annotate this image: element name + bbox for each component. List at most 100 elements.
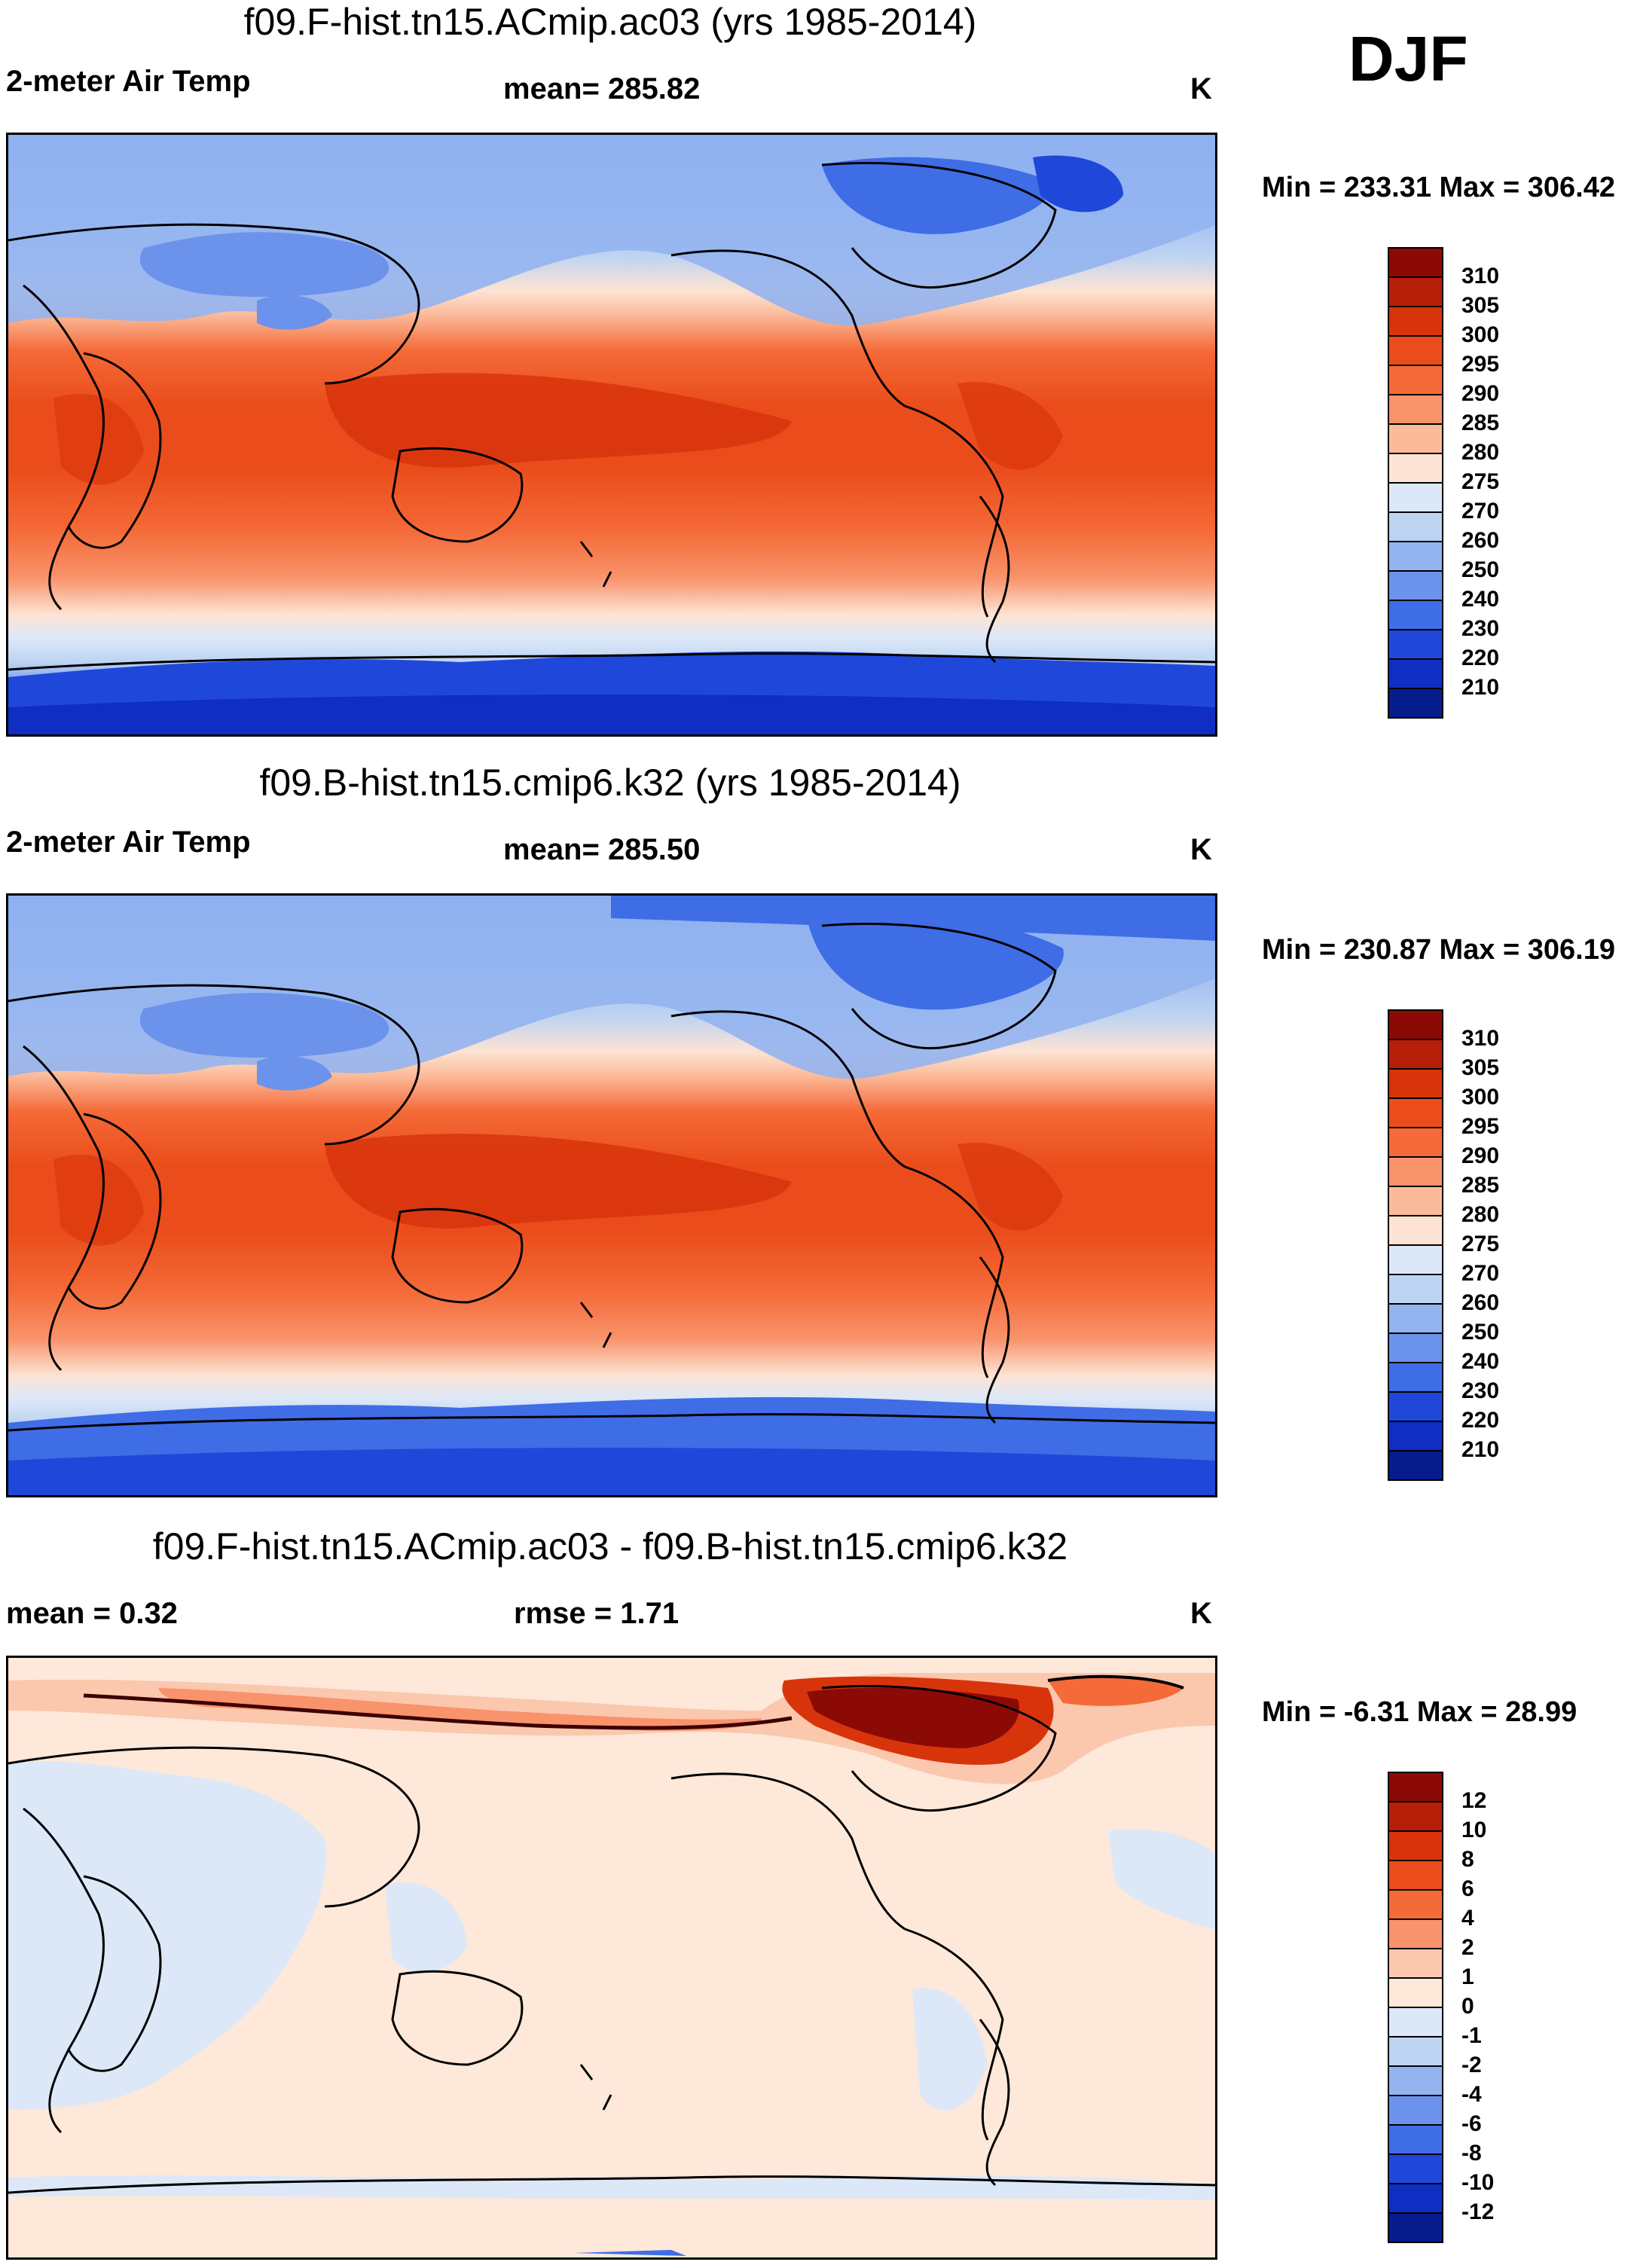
cb1-swatch-1 xyxy=(1388,276,1443,307)
cb2-swatch-10 xyxy=(1388,1303,1443,1334)
cb3-swatch-13 xyxy=(1388,2154,1443,2184)
cb3-label-13: -10 xyxy=(1461,2170,1495,2195)
cb3-swatch-15 xyxy=(1388,2212,1443,2243)
cb1-label-11: 240 xyxy=(1461,587,1500,612)
cb2-label-8: 270 xyxy=(1461,1261,1500,1286)
panel-3-minmax: Min = -6.31 Max = 28.99 xyxy=(1262,1696,1577,1728)
panel-2-colorbar: 310 305 300 295 290 285 280 275 270 260 … xyxy=(1388,1009,1499,1488)
cb2-swatch-13 xyxy=(1388,1391,1443,1422)
cb2-label-14: 210 xyxy=(1461,1437,1500,1462)
cb1-swatch-15 xyxy=(1388,688,1443,719)
cb2-swatch-5 xyxy=(1388,1156,1443,1187)
cb1-label-1: 305 xyxy=(1461,293,1500,318)
cb3-label-9: -2 xyxy=(1461,2053,1482,2077)
cb3-label-3: 6 xyxy=(1461,1876,1474,1901)
cb1-label-5: 285 xyxy=(1461,411,1500,435)
cb2-label-7: 275 xyxy=(1461,1232,1500,1256)
cb1-label-2: 300 xyxy=(1461,322,1500,347)
panel-2-mean: mean= 285.50 xyxy=(503,833,701,866)
cb2-label-6: 280 xyxy=(1461,1202,1500,1227)
cb2-swatch-4 xyxy=(1388,1127,1443,1158)
panel-2-units: K xyxy=(1190,833,1212,866)
cb3-swatch-8 xyxy=(1388,2007,1443,2038)
cb1-swatch-13 xyxy=(1388,629,1443,660)
panel-3-mean: mean = 0.32 xyxy=(6,1597,178,1630)
cb1-label-6: 280 xyxy=(1461,440,1500,465)
cb3-swatch-4 xyxy=(1388,1889,1443,1920)
panel-1-title: f09.F-hist.tn15.ACmip.ac03 (yrs 1985-201… xyxy=(243,1,977,43)
cb3-swatch-12 xyxy=(1388,2124,1443,2155)
cb3-label-0: 12 xyxy=(1461,1788,1487,1813)
cb2-label-9: 260 xyxy=(1461,1290,1500,1315)
cb1-swatch-10 xyxy=(1388,541,1443,572)
cb1-label-10: 250 xyxy=(1461,557,1500,582)
panel-1-units: K xyxy=(1190,72,1212,105)
cb1-swatch-0 xyxy=(1388,247,1443,278)
cb2-swatch-6 xyxy=(1388,1186,1443,1216)
cb1-label-12: 230 xyxy=(1461,616,1500,641)
cb2-label-0: 310 xyxy=(1461,1026,1500,1051)
cb1-swatch-8 xyxy=(1388,482,1443,513)
cb3-label-4: 4 xyxy=(1461,1906,1474,1931)
panel-2-title: f09.B-hist.tn15.cmip6.k32 (yrs 1985-2014… xyxy=(259,762,961,804)
cb1-label-9: 260 xyxy=(1461,528,1500,553)
cb3-label-7: 0 xyxy=(1461,1994,1474,2019)
cb3-label-8: -1 xyxy=(1461,2023,1482,2048)
cb3-swatch-1 xyxy=(1388,1801,1443,1832)
cb1-swatch-4 xyxy=(1388,365,1443,395)
panel-3-units: K xyxy=(1190,1597,1212,1630)
cb2-swatch-15 xyxy=(1388,1450,1443,1481)
panel-1-variable: 2-meter Air Temp xyxy=(6,65,251,98)
panel-3-colorbar: 12 10 8 6 4 2 1 0 -1 -2 -4 -6 -8 -10 -12 xyxy=(1388,1772,1494,2251)
cb2-swatch-7 xyxy=(1388,1215,1443,1246)
cb2-label-12: 230 xyxy=(1461,1378,1500,1403)
cb3-swatch-6 xyxy=(1388,1948,1443,1979)
cb2-label-10: 250 xyxy=(1461,1320,1500,1345)
panel-1-map xyxy=(6,133,1217,737)
cb2-label-3: 295 xyxy=(1461,1114,1500,1139)
cb2-label-13: 220 xyxy=(1461,1408,1500,1433)
cb2-label-5: 285 xyxy=(1461,1173,1500,1198)
cb1-swatch-6 xyxy=(1388,423,1443,454)
cb3-swatch-11 xyxy=(1388,2095,1443,2126)
panel-1-map-svg xyxy=(8,135,1215,734)
cb2-label-11: 240 xyxy=(1461,1349,1500,1374)
cb2-label-4: 290 xyxy=(1461,1143,1500,1168)
cb3-label-12: -8 xyxy=(1461,2141,1482,2166)
cb1-swatch-2 xyxy=(1388,306,1443,337)
cb2-label-1: 305 xyxy=(1461,1055,1500,1080)
cb3-swatch-9 xyxy=(1388,2036,1443,2067)
cb3-swatch-5 xyxy=(1388,1918,1443,1949)
cb3-swatch-2 xyxy=(1388,1830,1443,1861)
cb1-swatch-11 xyxy=(1388,570,1443,601)
cb1-swatch-14 xyxy=(1388,658,1443,689)
panel-2-map xyxy=(6,893,1217,1497)
cb1-label-14: 210 xyxy=(1461,675,1500,700)
cb2-label-2: 300 xyxy=(1461,1085,1500,1110)
cb3-label-11: -6 xyxy=(1461,2111,1482,2136)
panel-3-title: f09.F-hist.tn15.ACmip.ac03 - f09.B-hist.… xyxy=(152,1525,1068,1567)
panel-2-minmax: Min = 230.87 Max = 306.19 xyxy=(1262,934,1615,966)
cb3-label-6: 1 xyxy=(1461,1964,1474,1989)
cb1-label-0: 310 xyxy=(1461,264,1500,288)
cb2-swatch-3 xyxy=(1388,1097,1443,1128)
cb2-swatch-9 xyxy=(1388,1274,1443,1305)
cb3-label-5: 2 xyxy=(1461,1935,1474,1960)
cb1-swatch-3 xyxy=(1388,335,1443,366)
panel-2-variable: 2-meter Air Temp xyxy=(6,826,251,859)
cb3-swatch-14 xyxy=(1388,2183,1443,2214)
cb3-swatch-0 xyxy=(1388,1772,1443,1802)
cb1-label-13: 220 xyxy=(1461,646,1500,670)
panel-2-map-svg xyxy=(8,896,1215,1495)
cb1-swatch-12 xyxy=(1388,600,1443,630)
panel-3-rmse: rmse = 1.71 xyxy=(514,1597,680,1630)
cb3-swatch-7 xyxy=(1388,1977,1443,2008)
cb1-swatch-7 xyxy=(1388,453,1443,484)
cb3-label-10: -4 xyxy=(1461,2082,1482,2107)
cb3-label-2: 8 xyxy=(1461,1847,1474,1872)
cb3-label-1: 10 xyxy=(1461,1818,1487,1842)
panel-1-colorbar: 310 305 300 295 290 285 280 275 270 260 … xyxy=(1388,247,1499,726)
cb2-swatch-8 xyxy=(1388,1244,1443,1275)
cb2-swatch-1 xyxy=(1388,1039,1443,1070)
panel-1-minmax: Min = 233.31 Max = 306.42 xyxy=(1262,172,1615,203)
